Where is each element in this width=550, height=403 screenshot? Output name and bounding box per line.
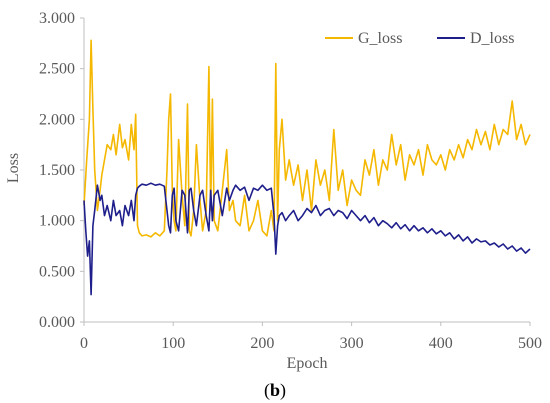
series-lines (83, 39, 531, 296)
x-tick-label: 400 (429, 335, 453, 352)
y-tick-label: 3.000 (39, 10, 75, 27)
y-axis-title: Loss (5, 153, 22, 183)
series-line-d-loss (83, 182, 531, 296)
y-tick-label: 0.000 (39, 314, 75, 331)
legend-label-g-loss: G_loss (358, 30, 402, 47)
x-axis-title: Epoch (287, 355, 328, 372)
y-tick-label: 2.500 (39, 61, 75, 78)
y-tick-label: 1.500 (39, 162, 75, 179)
axes (83, 18, 530, 323)
legend: G_loss D_loss (325, 30, 514, 47)
x-tick-label: 0 (80, 335, 88, 352)
x-tick-label: 100 (161, 335, 185, 352)
x-tick-label: 500 (518, 335, 542, 352)
caption-close-paren: ) (280, 380, 286, 401)
y-tick-label: 0.500 (39, 263, 75, 280)
y-tick-label: 2.000 (39, 111, 75, 128)
x-tick-label: 300 (340, 335, 364, 352)
x-tick-label: 200 (250, 335, 274, 352)
legend-label-d-loss: D_loss (470, 30, 514, 47)
caption-open-paren: ( (264, 380, 270, 401)
y-tick-labels: 0.000 0.500 1.000 1.500 2.000 2.500 3.000 (39, 10, 84, 331)
caption-letter: b (270, 380, 280, 400)
x-tick-labels: 0 100 200 300 400 500 (80, 322, 542, 352)
series-line-g-loss (83, 39, 531, 238)
figure-caption: (b) (264, 380, 286, 401)
y-tick-label: 1.000 (39, 213, 75, 230)
